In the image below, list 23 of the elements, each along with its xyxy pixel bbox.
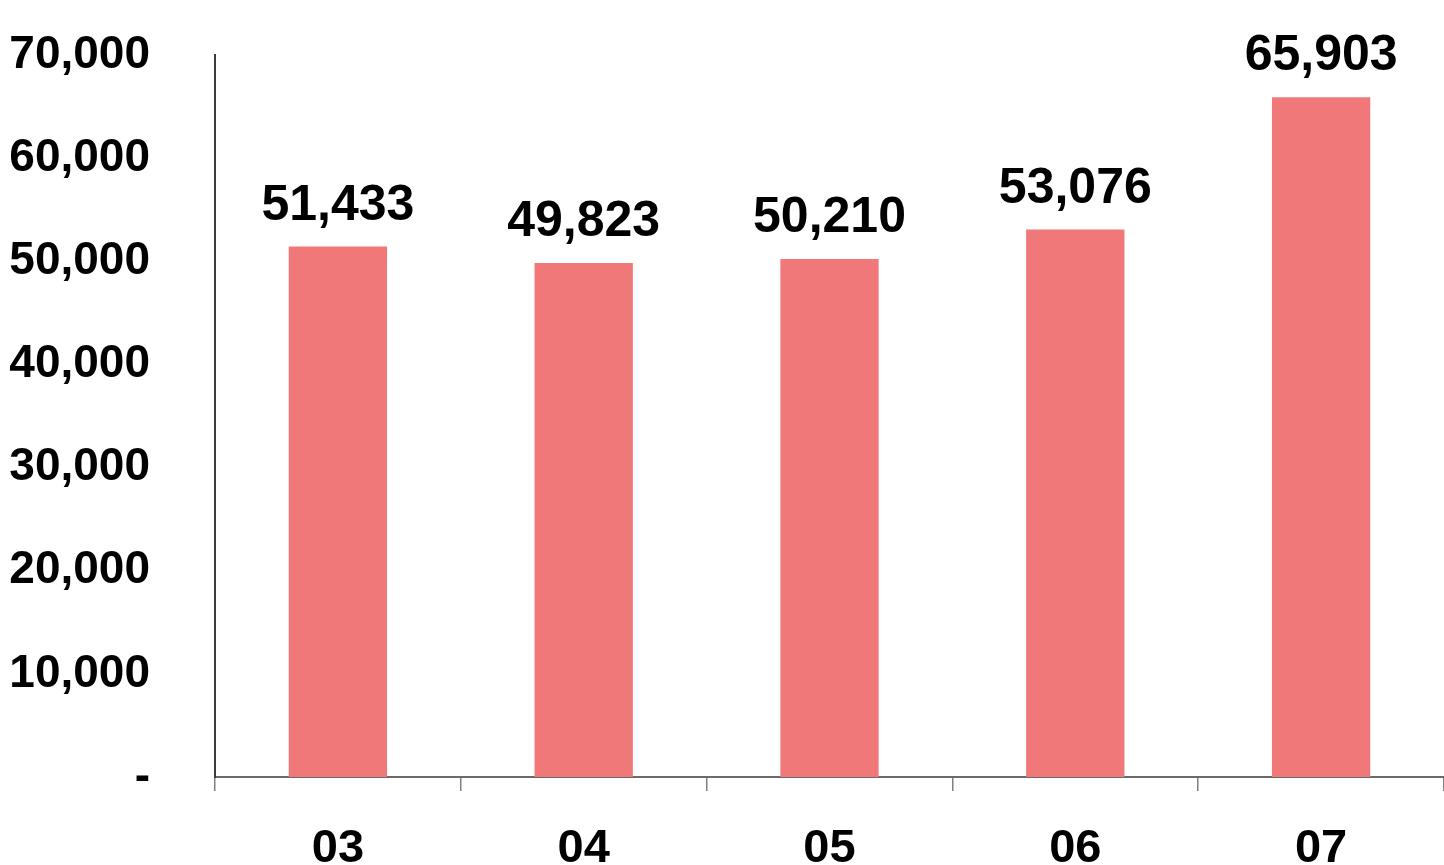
data-label: 53,076: [998, 157, 1152, 214]
data-label: 51,433: [261, 174, 415, 231]
data-label: 50,210: [753, 187, 906, 244]
y-tick-label: 40,000: [9, 335, 150, 388]
data-label: 65,903: [1244, 25, 1398, 82]
y-tick-label: 10,000: [9, 644, 150, 697]
bar: [534, 263, 633, 777]
x-tick-label: 03: [311, 819, 365, 865]
y-tick-label: 70,000: [9, 25, 150, 78]
y-tick-label: 60,000: [9, 128, 150, 181]
y-tick-label: 50,000: [9, 231, 150, 284]
x-tick-label: 04: [557, 819, 610, 865]
x-tick-label: 06: [1049, 819, 1102, 865]
bar: [780, 259, 879, 777]
x-tick-label: 05: [803, 819, 856, 865]
y-tick-label: 20,000: [9, 541, 150, 594]
bar: [1271, 97, 1371, 777]
bar: [1026, 229, 1125, 777]
x-tick-label: 07: [1294, 819, 1348, 865]
data-label: 49,823: [507, 191, 661, 248]
bar: [288, 246, 388, 777]
y-tick-label: -: [134, 747, 150, 800]
y-tick-label: 30,000: [9, 438, 150, 491]
